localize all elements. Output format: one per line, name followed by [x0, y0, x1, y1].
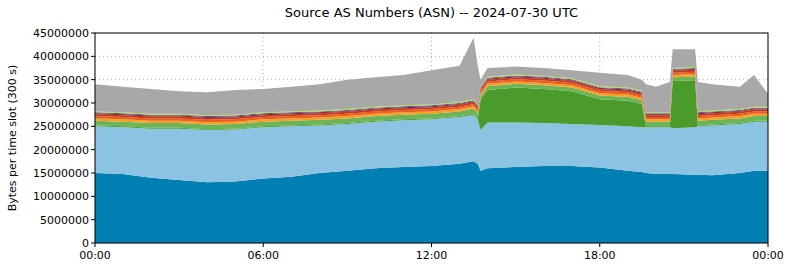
tick-label: 06:00: [247, 249, 279, 262]
tick-label: 20000000: [33, 144, 89, 157]
tick: [91, 33, 95, 34]
tick: [95, 243, 96, 247]
tick-label: 18:00: [584, 249, 616, 262]
tick: [263, 243, 264, 247]
axes: 0500000010000000150000002000000025000000…: [33, 27, 784, 262]
tick-label: 30000000: [33, 97, 89, 110]
tick-label: 10000000: [33, 190, 89, 203]
tick-label: 25000000: [33, 120, 89, 133]
tick-label: 00:00: [752, 249, 784, 262]
area: [95, 38, 768, 115]
chart: 0500000010000000150000002000000025000000…: [0, 0, 790, 267]
tick-label: 00:00: [79, 249, 111, 262]
tick-label: 40000000: [33, 50, 89, 63]
background: [0, 0, 790, 267]
tick-label: 12:00: [416, 249, 448, 262]
tick: [91, 79, 95, 80]
tick: [91, 56, 95, 57]
tick-label: 5000000: [40, 214, 89, 227]
grid: [95, 33, 768, 243]
tick: [599, 243, 600, 247]
title: Source AS Numbers (ASN) -- 2024-07-30 UT…: [285, 5, 578, 20]
tick: [91, 219, 95, 220]
tick-label: 35000000: [33, 74, 89, 87]
axis-label: Bytes per time slot (300 s): [6, 65, 19, 212]
tick: [91, 243, 95, 244]
tick: [91, 196, 95, 197]
grid-line: [95, 56, 768, 57]
tick: [91, 173, 95, 174]
tick-label: 45000000: [33, 27, 89, 40]
frame: [95, 33, 768, 243]
areas: [95, 38, 768, 243]
tick-label: 15000000: [33, 167, 89, 180]
tick: [91, 126, 95, 127]
tick: [91, 103, 95, 104]
tick: [431, 243, 432, 247]
tick: [768, 243, 769, 247]
tick: [91, 149, 95, 150]
